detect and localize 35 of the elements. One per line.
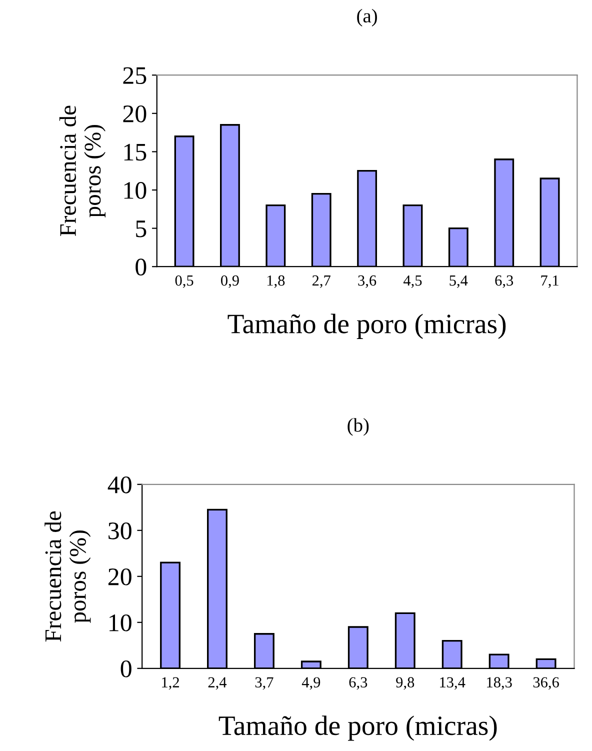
x-tick-label: 9,8 bbox=[396, 677, 414, 690]
x-tick-label: 0,9 bbox=[221, 275, 239, 288]
y-axis-title: Frecuencia de poros (%) bbox=[59, 106, 106, 236]
x-tick-label: 3,6 bbox=[358, 275, 376, 288]
y-tick-label: 40 bbox=[108, 476, 132, 494]
y-tick-label: 0 bbox=[120, 660, 132, 678]
x-tick-label: 18,3 bbox=[487, 677, 512, 690]
x-tick-label: 36,6 bbox=[533, 677, 559, 690]
y-tick-label: 0 bbox=[136, 258, 146, 276]
x-tick-label: 3,7 bbox=[255, 677, 274, 690]
x-tick-label: 6,3 bbox=[349, 677, 368, 690]
x-tick-label: 5,4 bbox=[450, 275, 468, 288]
y-tick-label: 20 bbox=[108, 568, 132, 586]
chart-title: (b) bbox=[348, 418, 369, 436]
y-axis-title: Frecuencia de poros (%) bbox=[44, 511, 91, 642]
x-tick-label: 2,7 bbox=[312, 275, 330, 288]
x-tick-label: 1,8 bbox=[267, 275, 285, 288]
chart-title: (a) bbox=[357, 8, 377, 26]
x-tick-label: 4,9 bbox=[302, 677, 320, 690]
y-tick-label: 15 bbox=[124, 144, 146, 161]
x-tick-label: 13,4 bbox=[440, 677, 466, 690]
x-tick-label: 4,5 bbox=[403, 275, 422, 288]
y-tick-label: 10 bbox=[124, 182, 146, 199]
x-tick-label: 2,4 bbox=[208, 677, 227, 690]
y-tick-label: 5 bbox=[136, 220, 146, 238]
y-tick-label: 20 bbox=[123, 105, 146, 122]
x-tick-label: 6,3 bbox=[495, 275, 514, 288]
x-axis-title: Tamaño de poro (micras) bbox=[218, 716, 497, 741]
x-tick-label: 0,5 bbox=[175, 275, 194, 288]
x-tick-label: 1,2 bbox=[162, 677, 179, 690]
y-tick-label: 25 bbox=[123, 67, 146, 84]
x-tick-label: 7,1 bbox=[541, 275, 558, 288]
y-tick-label: 30 bbox=[108, 522, 132, 540]
y-tick-label: 10 bbox=[110, 614, 132, 632]
x-axis-title: Tamaño de poro (micras) bbox=[228, 314, 506, 339]
